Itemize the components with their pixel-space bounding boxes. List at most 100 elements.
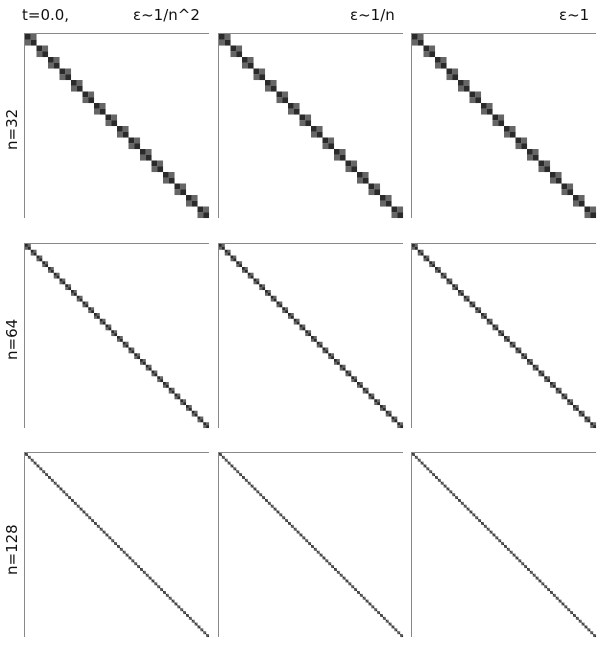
heatmap-cell	[128, 143, 135, 150]
heatmap-cell	[346, 580, 349, 583]
heatmap-cell	[338, 572, 340, 574]
heatmap-cell	[42, 264, 46, 268]
heatmap-cell	[423, 51, 430, 58]
heatmap-cell	[206, 422, 210, 426]
heatmap-cell	[524, 356, 528, 360]
heatmap-cell	[339, 154, 346, 161]
heatmap-cell	[584, 206, 591, 213]
heatmap-cell	[243, 477, 245, 479]
heatmap-cell	[175, 603, 178, 606]
heatmap-cell	[94, 313, 97, 316]
heatmap-cell	[486, 103, 493, 109]
heatmap-cell	[590, 422, 594, 426]
heatmap-cell	[53, 483, 56, 485]
heatmap-cell	[518, 350, 522, 354]
heatmap-cell	[342, 367, 346, 371]
heatmap-cell	[79, 509, 82, 511]
heatmap-cell	[391, 419, 395, 423]
heatmap-cell	[42, 471, 44, 474]
heatmap-cell	[194, 413, 198, 417]
heatmap-cell	[594, 635, 597, 638]
heatmap-cell	[587, 419, 591, 423]
heatmap-cell	[397, 632, 399, 635]
heatmap-cell	[178, 605, 181, 607]
heatmap-cell	[365, 387, 369, 391]
heatmap-cell	[224, 34, 231, 40]
heatmap-cell	[152, 579, 155, 581]
heatmap-cell	[242, 62, 248, 69]
heatmap-cell	[469, 511, 471, 514]
heatmap-cell	[348, 582, 350, 584]
heatmap-cell	[483, 524, 486, 527]
heatmap-cell	[359, 595, 362, 597]
heatmap-cell	[316, 344, 320, 348]
heatmap-cell	[76, 504, 79, 507]
heatmap-cell	[197, 626, 199, 629]
heatmap-cell	[488, 529, 490, 531]
heatmap-cell	[339, 364, 343, 368]
heatmap-cell	[106, 534, 109, 537]
heatmap-cell	[499, 539, 502, 541]
heatmap-cell	[567, 189, 574, 196]
heatmap-cell	[466, 298, 470, 302]
heatmap-panel	[218, 243, 404, 429]
heatmap-cell	[145, 149, 152, 155]
heatmap-cell	[168, 177, 175, 184]
heatmap-cell	[342, 578, 345, 580]
heatmap-cell	[429, 264, 433, 268]
heatmap-cell	[165, 382, 169, 385]
heatmap-cell	[423, 255, 427, 259]
heatmap-cell	[257, 491, 260, 494]
heatmap-cell	[262, 284, 266, 288]
heatmap-cell	[308, 333, 312, 337]
heatmap-cell	[140, 568, 142, 570]
heatmap-cell	[276, 97, 283, 104]
heatmap-cell	[458, 292, 461, 296]
heatmap-cell	[316, 341, 320, 345]
heatmap-cell	[299, 114, 306, 121]
heatmap-cell	[580, 621, 582, 623]
heatmap-cell	[593, 635, 595, 638]
heatmap-cell	[420, 461, 423, 464]
heatmap-cell	[173, 599, 175, 602]
heatmap-cell	[511, 550, 513, 553]
heatmap-cell	[119, 336, 123, 339]
heatmap-cell	[516, 557, 519, 560]
heatmap-cell	[63, 490, 66, 492]
heatmap-cell	[385, 195, 392, 201]
heatmap-cell	[148, 576, 151, 579]
heatmap-cell	[285, 519, 287, 521]
heatmap-cell	[283, 516, 286, 518]
heatmap-cell	[351, 160, 358, 167]
heatmap-cell	[571, 611, 574, 613]
heatmap-cell	[141, 568, 143, 570]
heatmap-cell	[545, 585, 548, 587]
heatmap-cell	[36, 258, 40, 262]
heatmap-cell	[336, 361, 340, 365]
heatmap-cell	[186, 200, 192, 207]
heatmap-cell	[174, 183, 181, 190]
heatmap-cell	[555, 596, 558, 599]
heatmap-cell	[557, 598, 559, 600]
heatmap-cell	[440, 57, 447, 63]
heatmap-cell	[55, 483, 57, 485]
heatmap-cell	[362, 387, 366, 391]
heatmap-cell	[122, 341, 126, 345]
heatmap-cell	[541, 582, 543, 584]
heatmap-cell	[109, 537, 112, 540]
heatmap-cell	[101, 527, 103, 530]
heatmap-cell	[286, 519, 289, 521]
heatmap-cell	[587, 628, 589, 630]
heatmap-cell	[282, 517, 284, 520]
heatmap-cell	[128, 137, 135, 144]
heatmap-cell	[231, 465, 234, 468]
heatmap-cell	[227, 252, 231, 256]
heatmap-cell	[452, 494, 454, 497]
heatmap-cell	[183, 612, 185, 615]
row-label-1: n=32	[3, 108, 21, 150]
heatmap-cell	[358, 592, 360, 594]
heatmap-cell	[544, 379, 548, 383]
heatmap-cell	[437, 478, 440, 481]
heatmap-cell	[42, 470, 44, 472]
heatmap-cell	[472, 514, 474, 517]
